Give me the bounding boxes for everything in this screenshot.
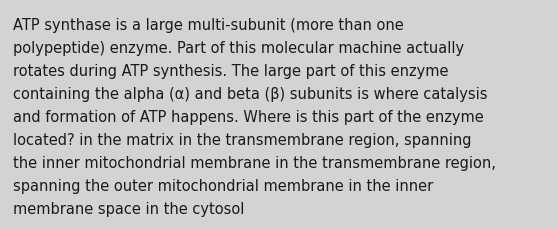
Text: rotates during ATP synthesis. The large part of this enzyme: rotates during ATP synthesis. The large … xyxy=(13,64,449,79)
Text: containing the alpha (α) and beta (β) subunits is where catalysis: containing the alpha (α) and beta (β) su… xyxy=(13,87,488,101)
Text: polypeptide) enzyme. Part of this molecular machine actually: polypeptide) enzyme. Part of this molecu… xyxy=(13,41,464,56)
Text: membrane space in the cytosol: membrane space in the cytosol xyxy=(13,201,244,216)
Text: the inner mitochondrial membrane in the transmembrane region,: the inner mitochondrial membrane in the … xyxy=(13,155,496,170)
Text: located? in the matrix in the transmembrane region, spanning: located? in the matrix in the transmembr… xyxy=(13,132,472,147)
Text: spanning the outer mitochondrial membrane in the inner: spanning the outer mitochondrial membran… xyxy=(13,178,433,193)
Text: and formation of ATP happens. Where is this part of the enzyme: and formation of ATP happens. Where is t… xyxy=(13,109,484,124)
Text: ATP synthase is a large multi-subunit (more than one: ATP synthase is a large multi-subunit (m… xyxy=(13,18,404,33)
